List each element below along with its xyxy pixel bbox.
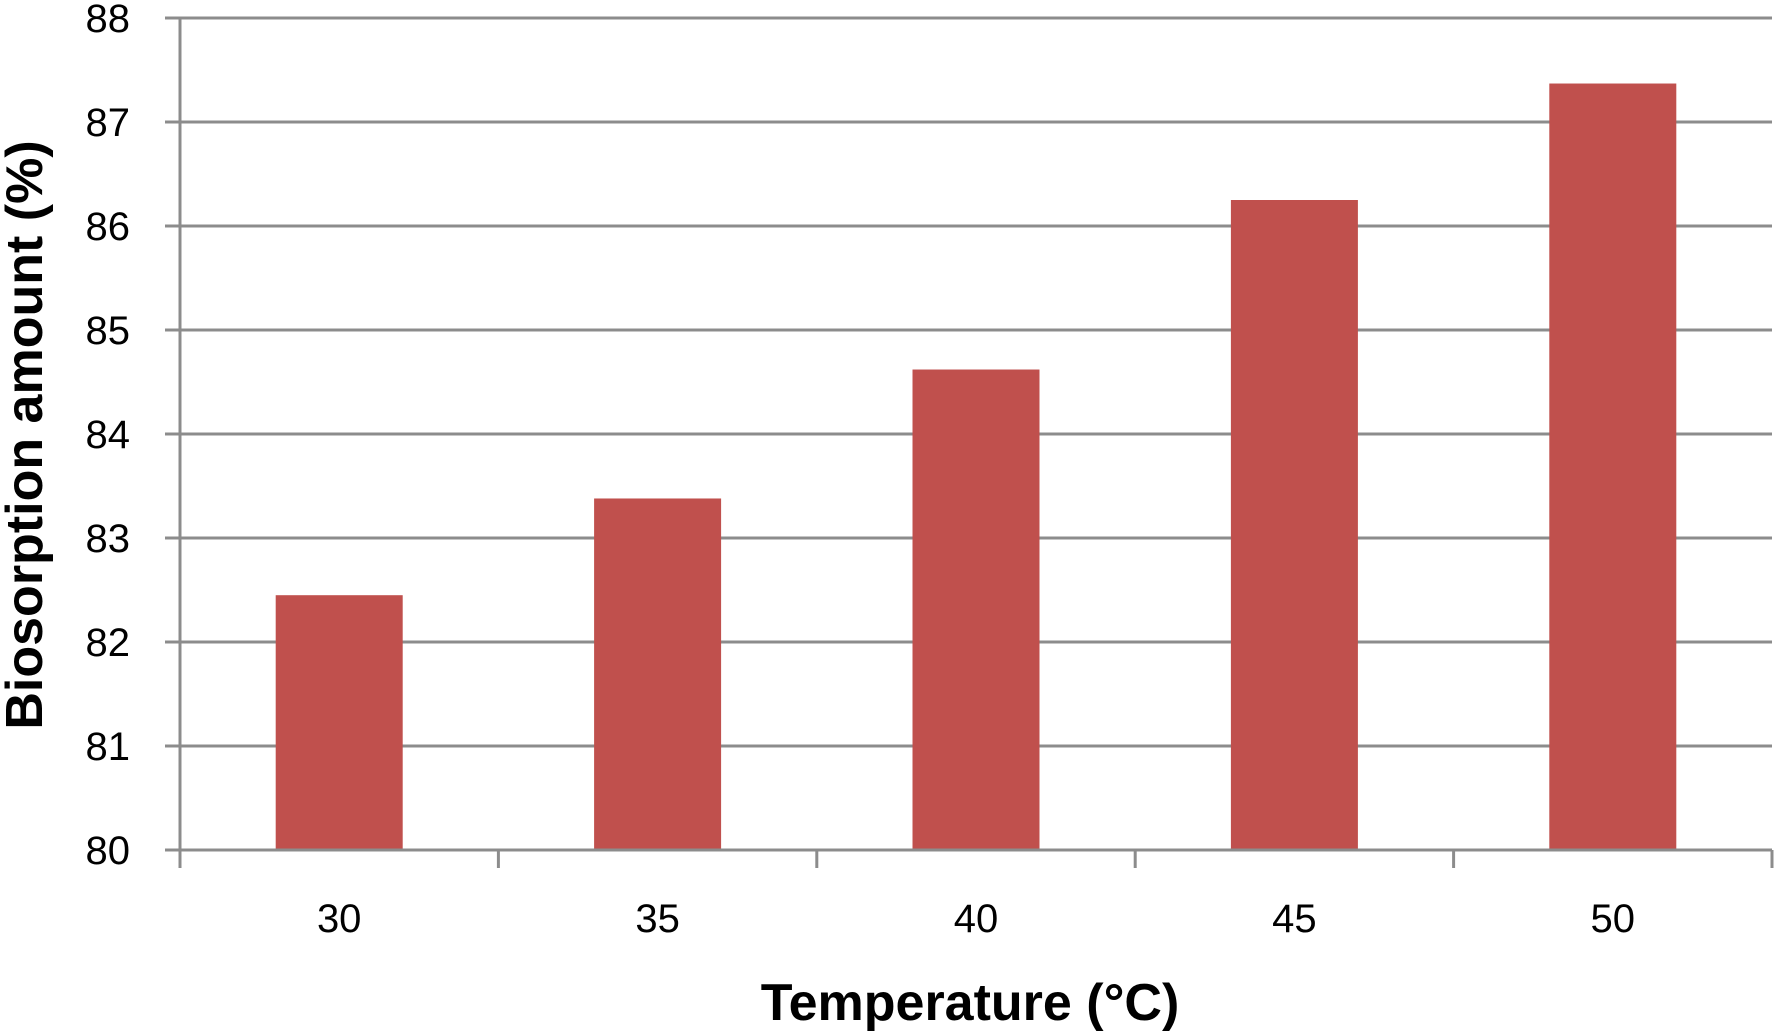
bar-50 bbox=[1549, 83, 1677, 850]
y-tick-label-82: 82 bbox=[86, 621, 131, 665]
y-tick-label-88: 88 bbox=[86, 0, 131, 41]
y-tick-labels: 80 81 82 83 84 85 86 87 88 bbox=[86, 0, 131, 873]
y-axis-title: Biosorption amount (%) bbox=[0, 140, 54, 729]
y-tick-label-86: 86 bbox=[86, 205, 131, 249]
axes bbox=[178, 18, 1774, 868]
y-tick-label-83: 83 bbox=[86, 517, 131, 561]
bar-35 bbox=[594, 498, 722, 850]
y-tick-label-84: 84 bbox=[86, 413, 131, 457]
x-tick-label-30: 30 bbox=[317, 897, 362, 941]
x-tick-labels: 30 35 40 45 50 bbox=[317, 897, 1635, 941]
x-axis-title: Temperature (°C) bbox=[761, 974, 1180, 1032]
bar-30 bbox=[275, 595, 403, 850]
y-tick-label-81: 81 bbox=[86, 725, 131, 769]
bar-45 bbox=[1230, 200, 1358, 850]
y-tick-label-80: 80 bbox=[86, 829, 131, 873]
y-tick-label-85: 85 bbox=[86, 309, 131, 353]
y-tick-label-87: 87 bbox=[86, 101, 131, 145]
x-tick-label-45: 45 bbox=[1272, 897, 1317, 941]
bar-40 bbox=[912, 369, 1040, 850]
x-tick-label-35: 35 bbox=[635, 897, 680, 941]
x-tick-label-40: 40 bbox=[954, 897, 999, 941]
bars bbox=[275, 83, 1677, 850]
x-tick-label-50: 50 bbox=[1591, 897, 1636, 941]
